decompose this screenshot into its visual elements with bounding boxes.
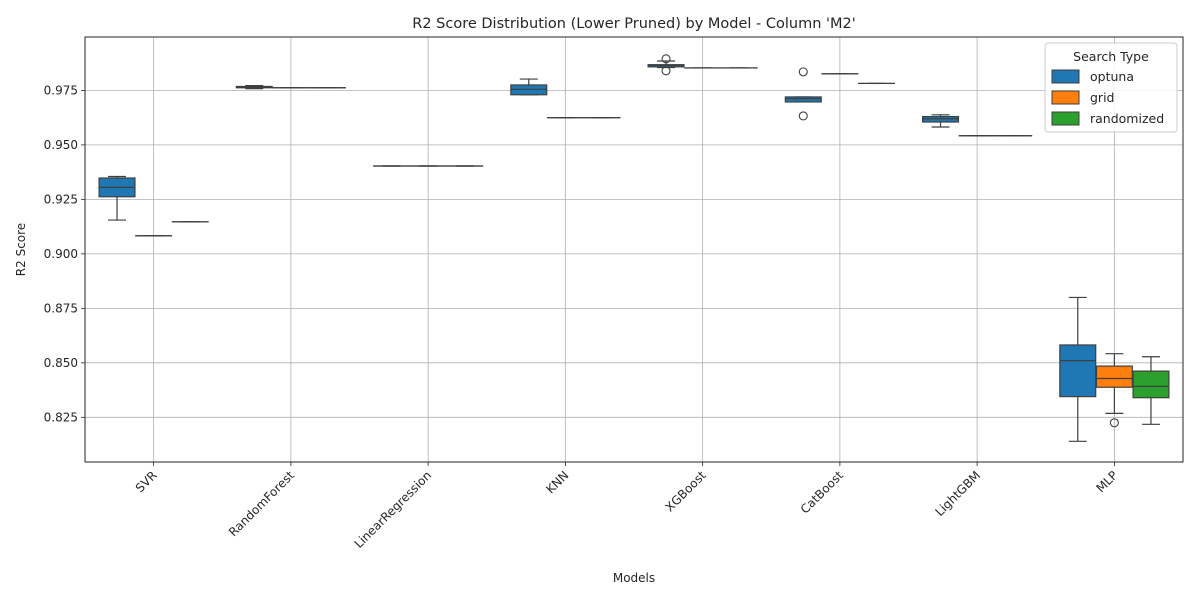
y-tick-label: 0.850 xyxy=(44,356,78,370)
legend-label-randomized: randomized xyxy=(1090,111,1164,126)
y-tick-label: 0.950 xyxy=(44,138,78,152)
legend-swatch-optuna xyxy=(1051,69,1080,84)
y-tick-label: 0.825 xyxy=(44,410,78,424)
box-body xyxy=(1132,370,1170,399)
grid-lines xyxy=(85,37,1183,462)
outlier-point xyxy=(661,66,671,76)
chart-title: R2 Score Distribution (Lower Pruned) by … xyxy=(412,16,855,32)
legend-swatch-randomized xyxy=(1051,111,1080,126)
box-optuna-xgboost xyxy=(647,54,685,76)
outlier-point xyxy=(798,67,808,77)
box-optuna-catboost xyxy=(784,67,822,121)
x-axis-label: Models xyxy=(613,571,655,585)
legend-frame xyxy=(1044,42,1178,133)
box-optuna-svr xyxy=(98,175,136,221)
outlier-point xyxy=(661,54,671,64)
y-tick-label: 0.875 xyxy=(44,301,78,315)
legend-title: Search Type xyxy=(1073,49,1149,64)
box-optuna-randomforest xyxy=(235,85,273,90)
y-axis-label: R2 Score xyxy=(14,223,28,276)
y-tick-label: 0.925 xyxy=(44,192,78,206)
outlier-point xyxy=(1109,418,1119,428)
plot-frame xyxy=(84,36,1184,463)
y-tick-label: 0.900 xyxy=(44,247,78,261)
legend-label-optuna: optuna xyxy=(1090,69,1134,84)
y-axis-ticks: 0.825 0.850 0.875 0.900 0.925 0.950 0.975 xyxy=(44,83,85,424)
box-randomized-mlp xyxy=(1132,356,1170,425)
box-series xyxy=(98,54,1170,442)
box-grid-mlp xyxy=(1095,353,1133,428)
box-body xyxy=(784,96,822,103)
legend: Search Type optuna grid randomized xyxy=(1044,42,1178,133)
box-optuna-knn xyxy=(510,78,548,96)
box-optuna-lightgbm xyxy=(921,114,960,128)
legend-label-grid: grid xyxy=(1090,90,1114,105)
box-body xyxy=(1059,344,1097,398)
box-optuna-mlp xyxy=(1059,296,1097,442)
outlier-point xyxy=(798,111,808,121)
box-body xyxy=(1095,365,1133,388)
y-tick-label: 0.975 xyxy=(44,83,78,97)
legend-swatch-grid xyxy=(1051,90,1080,105)
